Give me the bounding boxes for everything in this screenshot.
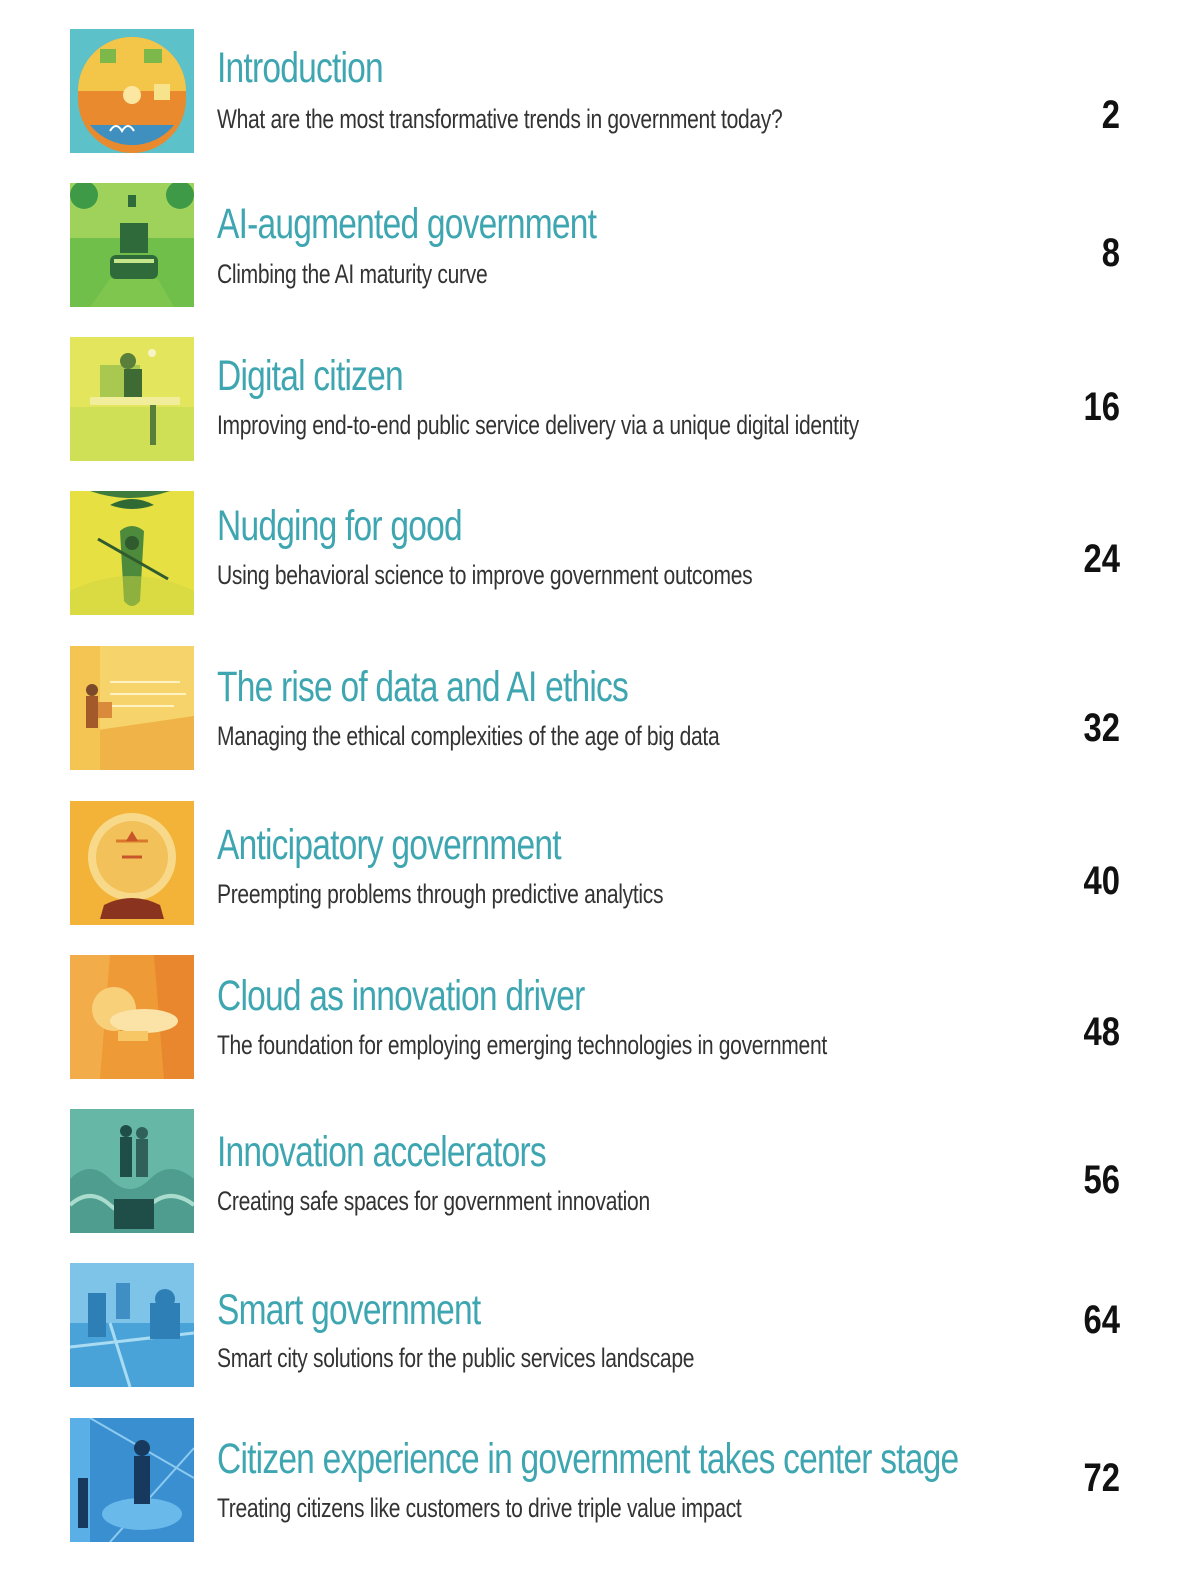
toc-entry-introduction[interactable]: Introduction What are the most transform… xyxy=(0,29,1178,153)
entry-title: The rise of data and AI ethics xyxy=(217,663,629,711)
nudging-for-good-illustration xyxy=(70,491,194,615)
smart-government-illustration xyxy=(70,1263,194,1387)
innovation-accelerators-illustration xyxy=(70,1109,194,1233)
entry-subtitle: Managing the ethical complexities of the… xyxy=(217,721,720,751)
toc-entry-nudging-for-good[interactable]: Nudging for good Using behavioral scienc… xyxy=(0,491,1178,615)
page-number: 32 xyxy=(1083,706,1120,750)
ai-augmented-government-illustration xyxy=(70,183,194,307)
introduction-illustration xyxy=(70,29,194,153)
toc-entry-anticipatory-government[interactable]: Anticipatory government Preempting probl… xyxy=(0,801,1178,925)
entry-subtitle: Climbing the AI maturity curve xyxy=(217,259,488,289)
toc-entry-cloud-as-innovation-driver[interactable]: Cloud as innovation driver The foundatio… xyxy=(0,955,1178,1079)
entry-title: Digital citizen xyxy=(217,352,404,400)
entry-title: Citizen experience in government takes c… xyxy=(217,1435,959,1483)
page-number: 8 xyxy=(1101,231,1120,275)
entry-title: Nudging for good xyxy=(217,502,463,550)
cloud-as-innovation-driver-illustration xyxy=(70,955,194,1079)
toc-entry-smart-government[interactable]: Smart government Smart city solutions fo… xyxy=(0,1263,1178,1387)
entry-subtitle: What are the most transformative trends … xyxy=(217,104,783,134)
digital-citizen-illustration xyxy=(70,337,194,461)
toc-entry-data-and-ai-ethics[interactable]: The rise of data and AI ethics Managing … xyxy=(0,646,1178,770)
toc-entry-ai-augmented-government[interactable]: AI-augmented government Climbing the AI … xyxy=(0,183,1178,307)
citizen-experience-illustration xyxy=(70,1418,194,1542)
entry-subtitle: Improving end-to-end public service deli… xyxy=(217,410,859,440)
entry-title: Introduction xyxy=(217,44,384,92)
toc-entry-innovation-accelerators[interactable]: Innovation accelerators Creating safe sp… xyxy=(0,1109,1178,1233)
entry-title: Anticipatory government xyxy=(217,821,562,869)
page-number: 2 xyxy=(1101,93,1120,137)
entry-subtitle: Creating safe spaces for government inno… xyxy=(217,1186,650,1216)
page-number: 16 xyxy=(1083,385,1120,429)
entry-subtitle: Using behavioral science to improve gove… xyxy=(217,560,753,590)
page-number: 64 xyxy=(1083,1298,1120,1342)
page-number: 72 xyxy=(1083,1456,1120,1500)
entry-subtitle: Smart city solutions for the public serv… xyxy=(217,1343,695,1373)
data-and-ai-ethics-illustration xyxy=(70,646,194,770)
entry-title: Smart government xyxy=(217,1286,481,1334)
entry-title: AI-augmented government xyxy=(217,200,597,248)
entry-title: Innovation accelerators xyxy=(217,1128,547,1176)
entry-subtitle: Treating citizens like customers to driv… xyxy=(217,1493,742,1523)
page-number: 24 xyxy=(1083,537,1120,581)
entry-title: Cloud as innovation driver xyxy=(217,972,585,1020)
entry-subtitle: The foundation for employing emerging te… xyxy=(217,1030,827,1060)
page-number: 40 xyxy=(1083,859,1120,903)
page-number: 56 xyxy=(1083,1158,1120,1202)
page-number: 48 xyxy=(1083,1010,1120,1054)
anticipatory-government-illustration xyxy=(70,801,194,925)
toc-entry-citizen-experience[interactable]: Citizen experience in government takes c… xyxy=(0,1418,1178,1542)
entry-subtitle: Preempting problems through predictive a… xyxy=(217,879,664,909)
toc-entry-digital-citizen[interactable]: Digital citizen Improving end-to-end pub… xyxy=(0,337,1178,461)
